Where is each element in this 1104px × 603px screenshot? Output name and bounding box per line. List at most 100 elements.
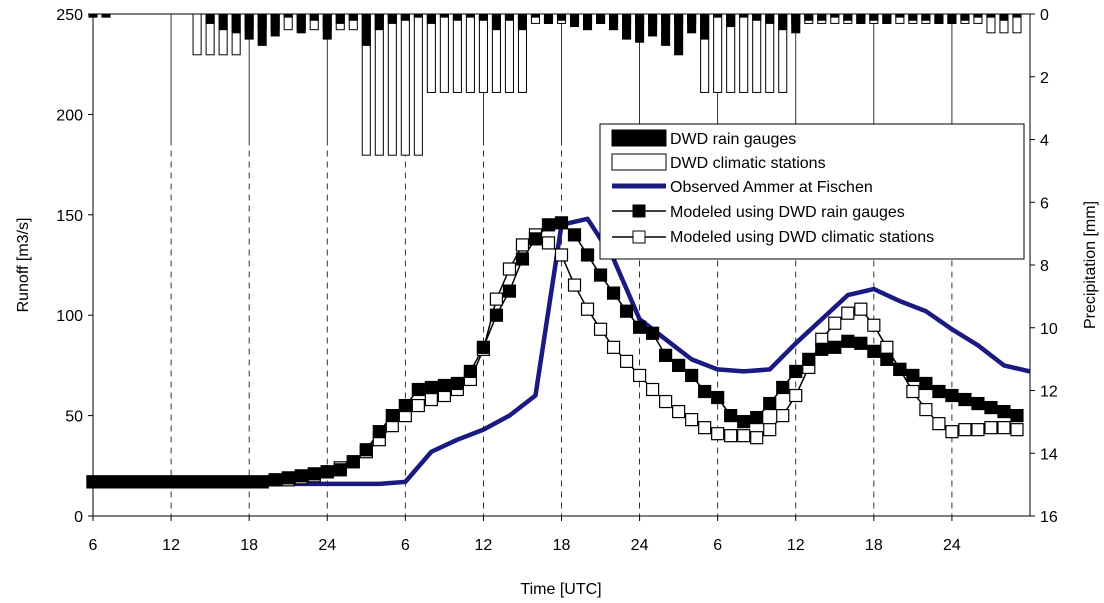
modeled-gauges-marker [750, 411, 764, 425]
rain-gauges-bar [908, 13, 918, 21]
x-tick-label: 12 [787, 537, 805, 554]
modeled-gauges-marker [463, 364, 478, 379]
modeled-gauges-marker [554, 216, 569, 230]
rain-gauges-bar [700, 13, 710, 40]
rain-gauges-bar [687, 13, 697, 34]
rain-gauges-bar [947, 13, 957, 24]
modeled-gauges-marker [945, 388, 959, 403]
y-left-tick-label: 250 [56, 7, 83, 24]
modeled-climatic-marker [854, 302, 868, 316]
rain-gauges-bar [257, 13, 267, 46]
modeled-climatic-marker [632, 368, 647, 383]
rain-gauges-bar [387, 13, 397, 24]
legend-label-modeled-gauges: Modeled using DWD rain gauges [670, 204, 905, 221]
y-left-tick-label: 100 [56, 308, 83, 325]
modeled-climatic-marker [737, 429, 751, 443]
modeled-gauges-marker [164, 475, 178, 489]
y-right-tick-label: 12 [1040, 384, 1058, 401]
modeled-gauges-marker [645, 326, 660, 340]
modeled-gauges-marker [802, 352, 816, 366]
y-right-tick-label: 4 [1040, 133, 1049, 150]
modeled-gauges-marker [815, 342, 829, 356]
rain-gauges-bar [648, 13, 658, 37]
modeled-gauges-marker [528, 232, 543, 246]
rain-gauges-bar [296, 13, 306, 34]
modeled-gauges-marker [268, 473, 282, 487]
modeled-climatic-marker [724, 429, 738, 443]
x-tick-label: 6 [89, 537, 98, 554]
modeled-gauges-marker [476, 340, 491, 354]
rain-gauges-bar [674, 13, 684, 56]
modeled-climatic-marker [424, 392, 438, 407]
modeled-climatic-marker [567, 278, 582, 292]
modeled-climatic-marker [776, 409, 790, 423]
y-right-tick-label: 14 [1040, 446, 1058, 463]
climatic-stations-bar [752, 13, 762, 93]
x-tick-label: 6 [401, 537, 410, 554]
rain-gauges-bar [921, 13, 931, 21]
modeled-gauges-marker [724, 409, 738, 423]
modeled-gauges-marker [190, 475, 204, 489]
modeled-gauges-marker [541, 218, 556, 232]
modeled-gauges-marker [151, 475, 165, 489]
modeled-gauges-marker [125, 475, 139, 489]
y-right-tick-label: 2 [1040, 70, 1049, 87]
y-left-tick-label: 50 [65, 409, 83, 426]
modeled-gauges-marker [632, 320, 647, 334]
modeled-gauges-marker [672, 358, 686, 372]
modeled-gauges-marker [411, 382, 425, 397]
modeled-climatic-marker [502, 262, 517, 276]
climatic-stations-bar [192, 13, 202, 56]
rain-gauges-bar [270, 13, 280, 37]
x-axis-title: Time [UTC] [520, 581, 601, 598]
legend-label-rain-gauges: DWD rain gauges [670, 131, 796, 148]
rain-gauges-bar [348, 13, 358, 21]
rain-gauges-bar [426, 13, 436, 24]
modeled-gauges-marker [502, 284, 517, 298]
modeled-climatic-marker [932, 417, 946, 431]
modeled-climatic-marker [698, 421, 712, 435]
modeled-climatic-marker [489, 292, 504, 306]
rain-gauges-bar [452, 13, 462, 21]
modeled-climatic-marker [750, 431, 764, 445]
modeled-climatic-marker [554, 248, 569, 262]
x-tick-label: 24 [631, 537, 649, 554]
legend-swatch-climatic-stations [611, 153, 667, 171]
modeled-climatic-marker [763, 423, 777, 437]
modeled-climatic-marker [997, 421, 1011, 435]
rain-gauges-bar [491, 13, 501, 31]
x-tick-label: 12 [162, 537, 180, 554]
rain-gauges-bar [374, 13, 384, 31]
modeled-gauges-marker [242, 475, 256, 489]
modeled-climatic-marker [541, 236, 556, 250]
rain-gauges-bar [556, 13, 567, 21]
modeled-climatic-marker [1010, 423, 1024, 437]
modeled-gauges-marker [606, 286, 621, 300]
x-tick-label: 18 [240, 537, 258, 554]
rain-gauges-bar [335, 13, 345, 24]
legend-swatch-modeled-gauges-marker [632, 204, 646, 218]
rain-gauges-bar [934, 13, 944, 24]
modeled-climatic-marker [645, 382, 660, 397]
series-markers [86, 216, 1024, 489]
rain-gauges-bar [843, 13, 853, 21]
climatic-stations-bar [504, 13, 514, 93]
modeled-gauges-marker [320, 465, 334, 479]
rain-gauges-bar [309, 13, 319, 21]
modeled-gauges-marker [958, 392, 972, 407]
modeled-climatic-marker [789, 388, 803, 403]
legend-label-observed: Observed Ammer at Fischen [670, 179, 873, 196]
rain-gauges-bar [231, 13, 241, 34]
modeled-gauges-marker [294, 469, 308, 483]
modeled-gauges-marker [1010, 409, 1024, 423]
modeled-climatic-marker [711, 427, 725, 441]
rain-gauges-bar [400, 13, 410, 21]
modeled-gauges-marker [112, 475, 126, 489]
rain-gauges-bar [218, 13, 228, 31]
rain-gauges-bar [322, 13, 332, 40]
legend-label-modeled-climatic: Modeled using DWD climatic stations [670, 229, 934, 246]
modeled-gauges-marker [203, 475, 217, 489]
rain-gauges-bar [791, 13, 801, 34]
y-right-tick-label: 6 [1040, 195, 1049, 212]
